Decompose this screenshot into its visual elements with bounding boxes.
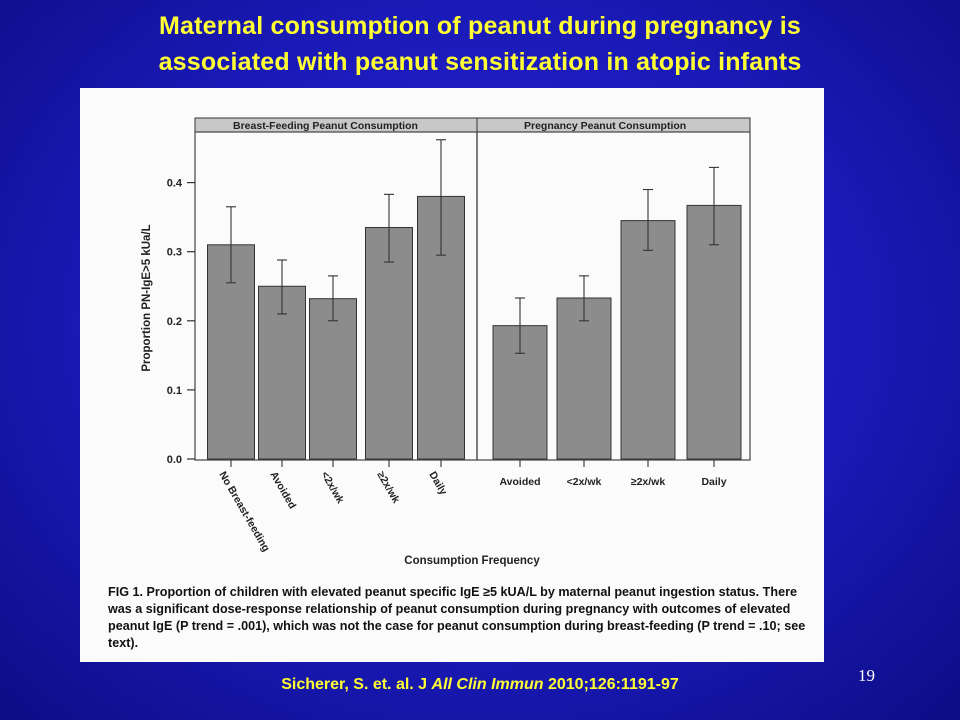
y-tick-label: 0.2 — [167, 316, 182, 328]
figure-caption: FIG 1. Proportion of children with eleva… — [108, 584, 808, 652]
slide-title: Maternal consumption of peanut during pr… — [0, 8, 960, 80]
panel-frame — [476, 131, 751, 461]
x-tick-label: Daily — [701, 476, 726, 488]
citation-ref: 2010;126:1191-97 — [543, 676, 679, 693]
x-tick-label: Avoided — [499, 476, 540, 488]
caption-figure-label: FIG 1. — [108, 585, 143, 599]
x-tick-label: Avoided — [267, 470, 298, 512]
x-tick-label: ≥2x/wk — [631, 476, 666, 488]
slide-title-line-1: Maternal consumption of peanut during pr… — [159, 12, 801, 40]
x-tick-label: Daily — [426, 470, 449, 498]
panel-title: Breast-Feeding Peanut Consumption — [233, 120, 418, 132]
bar — [365, 227, 413, 460]
bar — [309, 298, 357, 460]
x-tick-label: <2x/wk — [318, 470, 346, 506]
x-tick-label: ≥2x/wk — [374, 470, 402, 506]
panel-title: Pregnancy Peanut Consumption — [524, 120, 686, 132]
slide-title-line-2: associated with peanut sensitization in … — [158, 48, 802, 76]
x-tick-label: No Breast-feeding — [216, 470, 272, 554]
citation: Sicherer, S. et. al. J All Clin Immun 20… — [0, 676, 960, 694]
bar — [258, 285, 306, 460]
citation-journal: All Clin Immun — [431, 676, 544, 693]
y-tick-label: 0.1 — [167, 385, 182, 397]
y-tick-label: 0.4 — [167, 178, 183, 190]
x-axis-label: Consumption Frequency — [404, 555, 540, 567]
caption-text: Proportion of children with elevated pea… — [108, 585, 806, 650]
y-tick-label: 0.3 — [167, 247, 182, 259]
x-tick-label: <2x/wk — [567, 476, 602, 488]
citation-authors: Sicherer, S. et. al. J — [281, 676, 432, 693]
bar-chart: Breast-Feeding Peanut Consumption Pregnan… — [141, 117, 751, 567]
figure-panel: Breast-Feeding Peanut Consumption Pregnan… — [80, 88, 824, 662]
bar — [556, 297, 612, 460]
slide-number: 19 — [858, 666, 875, 685]
y-axis-label: Proportion PN-IgE>5 kUa/L — [141, 224, 153, 371]
y-tick-label: 0.0 — [167, 454, 182, 466]
bar — [620, 220, 676, 460]
